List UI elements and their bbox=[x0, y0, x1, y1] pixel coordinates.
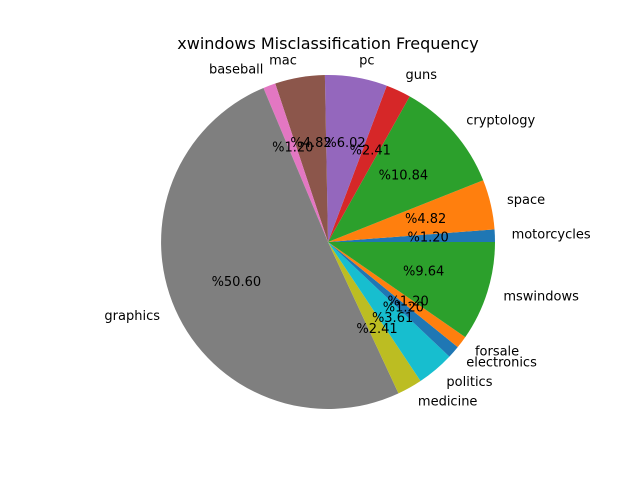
slice-label-space: space bbox=[507, 193, 545, 208]
percent-label-mac: %4.82 bbox=[290, 136, 331, 151]
pie-slice-motorcycles bbox=[328, 229, 495, 242]
slice-label-graphics: graphics bbox=[104, 309, 160, 324]
pie-slice-graphics bbox=[161, 87, 399, 409]
percent-label-space: %4.82 bbox=[405, 212, 446, 227]
pie-slice-pc bbox=[324, 75, 387, 242]
percent-label-graphics: %50.60 bbox=[212, 275, 262, 290]
pie-slice-baseball bbox=[263, 83, 328, 242]
pie-slice-politics bbox=[328, 242, 450, 382]
slice-label-guns: guns bbox=[405, 68, 437, 83]
pie-slice-space bbox=[328, 180, 495, 242]
slice-label-mswindows: mswindows bbox=[503, 289, 579, 304]
slice-label-cryptology: cryptology bbox=[466, 114, 535, 129]
percent-label-motorcycles: %1.20 bbox=[407, 231, 448, 246]
slice-label-electronics: electronics bbox=[466, 355, 537, 370]
pie-slice-mswindows bbox=[328, 242, 495, 338]
percent-label-baseball: %1.20 bbox=[272, 141, 313, 156]
percent-labels: %1.20%4.82%10.84%2.41%6.02%4.82%1.20%50.… bbox=[212, 136, 449, 337]
slice-label-pc: pc bbox=[359, 53, 374, 68]
slice-label-motorcycles: motorcycles bbox=[512, 228, 591, 243]
pie-slice-medicine bbox=[328, 242, 421, 394]
slice-labels: motorcycles space cryptology guns pc mac baseb… bbox=[104, 53, 590, 409]
pie-slices bbox=[161, 75, 495, 409]
percent-label-pc: %6.02 bbox=[324, 136, 365, 151]
pie-slice-guns bbox=[328, 85, 410, 242]
slice-label-politics: politics bbox=[446, 375, 492, 390]
percent-label-forsale: %1.20 bbox=[387, 295, 428, 310]
slice-label-mac: mac bbox=[269, 53, 297, 68]
percent-label-cryptology: %10.84 bbox=[379, 169, 429, 184]
pie-slice-forsale bbox=[328, 242, 466, 348]
percent-label-medicine: %2.41 bbox=[356, 322, 397, 337]
pie-slice-mac bbox=[275, 75, 328, 242]
percent-label-electronics: %1.20 bbox=[383, 301, 424, 316]
percent-label-politics: %3.61 bbox=[372, 311, 413, 326]
percent-label-mswindows: %9.64 bbox=[403, 264, 444, 279]
slice-label-medicine: medicine bbox=[418, 395, 478, 410]
slice-label-baseball: baseball bbox=[209, 63, 263, 78]
chart-title: xwindows Misclassification Frequency bbox=[177, 34, 478, 53]
pie-slice-cryptology bbox=[328, 96, 484, 242]
pie-slice-electronics bbox=[328, 242, 458, 357]
slice-label-forsale: forsale bbox=[475, 345, 519, 360]
percent-label-guns: %2.41 bbox=[350, 144, 391, 159]
